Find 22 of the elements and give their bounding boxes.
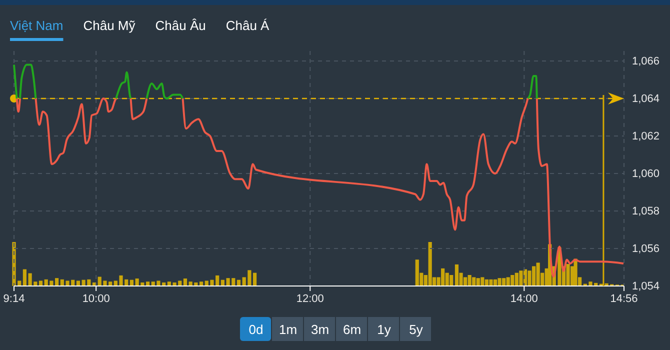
text: Châu Á xyxy=(226,18,270,33)
y-tick-label: 1,062 xyxy=(632,130,660,143)
text: 3m xyxy=(310,322,330,337)
text: 0d xyxy=(248,322,264,337)
x-tick-label: 14:00 xyxy=(510,292,538,305)
y-tick-label: 1,064 xyxy=(632,93,660,106)
text: Châu Âu xyxy=(155,18,206,33)
x-tick-label: 14:56 xyxy=(610,292,638,305)
text: 1m xyxy=(278,322,298,337)
y-tick-label: 1,056 xyxy=(632,243,660,256)
y-tick-label: 1,058 xyxy=(632,206,660,218)
y-tick-label: 1,066 xyxy=(632,56,660,68)
text: 1y xyxy=(377,322,392,337)
x-tick-label: 9:14 xyxy=(3,292,25,305)
text: Việt Nam xyxy=(10,18,64,33)
y-tick-label: 1,054 xyxy=(632,280,660,293)
y-tick-label: 1,060 xyxy=(632,168,660,180)
text: 6m xyxy=(342,322,362,337)
x-tick-label: 12:00 xyxy=(296,292,324,305)
x-tick-label: 10:00 xyxy=(82,292,110,305)
text: 5y xyxy=(409,322,424,337)
text: Châu Mỹ xyxy=(83,18,136,33)
